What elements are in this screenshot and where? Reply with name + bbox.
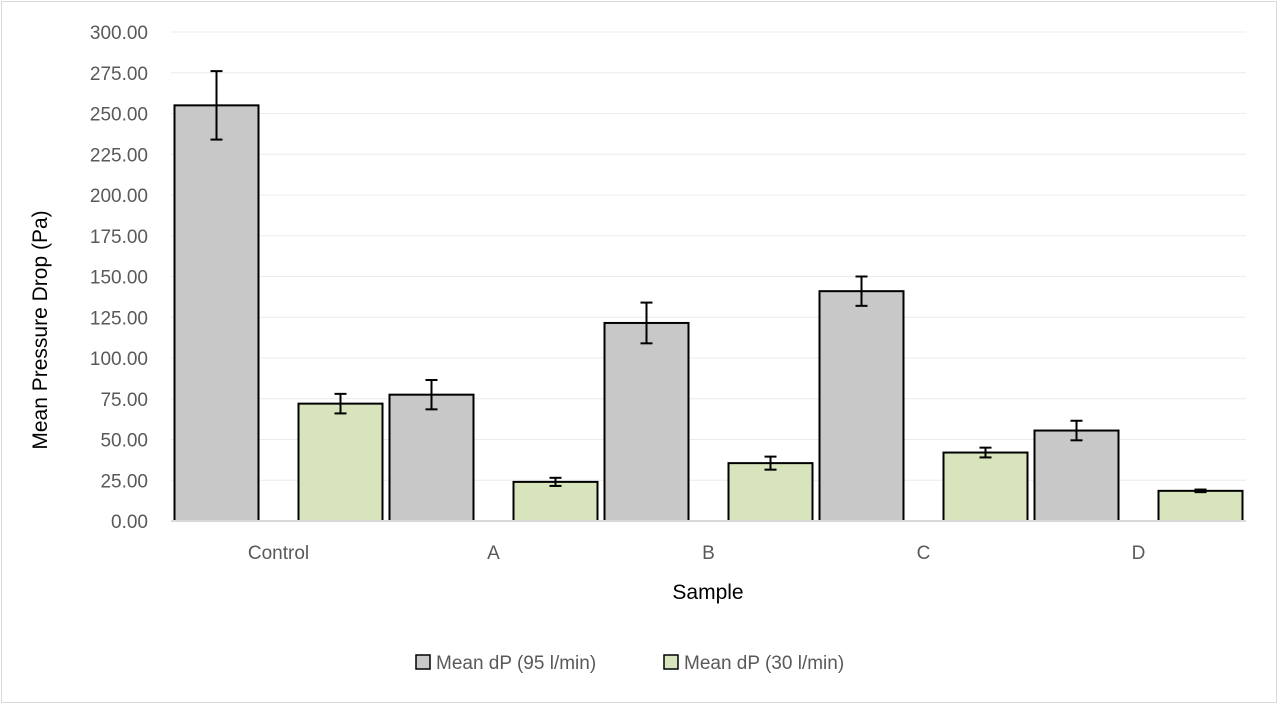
y-tick-label: 175.00 bbox=[90, 227, 148, 248]
error-bar bbox=[855, 275, 868, 307]
y-axis-title: Mean Pressure Drop (Pa) bbox=[29, 210, 52, 449]
y-tick-label: 100.00 bbox=[90, 349, 148, 370]
x-tick-label: C bbox=[917, 543, 931, 564]
y-tick-label: 200.00 bbox=[90, 186, 148, 207]
error-bar bbox=[764, 455, 777, 471]
y-tick-label: 25.00 bbox=[100, 471, 148, 492]
bar-mean-dp-95-b bbox=[603, 321, 690, 522]
error-bars bbox=[210, 70, 1207, 494]
error-bar bbox=[640, 301, 653, 345]
y-tick-label: 0.00 bbox=[111, 512, 148, 533]
x-tick-label: B bbox=[702, 543, 715, 564]
y-tick-label: 150.00 bbox=[90, 268, 148, 289]
x-axis-title: Sample bbox=[672, 581, 743, 604]
y-tick-label: 225.00 bbox=[90, 145, 148, 166]
bar-mean-dp-95-c bbox=[818, 290, 905, 523]
y-tick-label: 125.00 bbox=[90, 308, 148, 329]
x-tick-label: A bbox=[487, 543, 500, 564]
bar-mean-dp-30-a bbox=[512, 480, 599, 523]
y-tick-label: 275.00 bbox=[90, 64, 148, 85]
error-bar bbox=[210, 70, 223, 141]
bar-mean-dp-95-control bbox=[173, 104, 260, 522]
legend-label: Mean dP (95 l/min) bbox=[436, 653, 596, 674]
legend-label: Mean dP (30 l/min) bbox=[684, 653, 844, 674]
legend: Mean dP (95 l/min) Mean dP (30 l/min) bbox=[415, 653, 844, 674]
bar-mean-dp-30-d bbox=[1157, 489, 1244, 523]
y-tick-label: 300.00 bbox=[90, 23, 148, 44]
bar-mean-dp-95-d bbox=[1033, 429, 1120, 522]
x-tick-label: Control bbox=[248, 543, 309, 564]
y-tick-label: 50.00 bbox=[100, 431, 148, 452]
legend-swatch bbox=[663, 654, 679, 670]
bar-mean-dp-30-c bbox=[942, 451, 1029, 523]
error-bar bbox=[1194, 488, 1207, 494]
y-tick-label: 250.00 bbox=[90, 105, 148, 126]
bar-mean-dp-30-control bbox=[297, 402, 384, 523]
y-tick-label: 75.00 bbox=[100, 390, 148, 411]
error-bar bbox=[979, 446, 992, 459]
legend-item: Mean dP (30 l/min) bbox=[663, 653, 844, 674]
x-axis-tick-labels: Control A B C D bbox=[248, 543, 1145, 564]
error-bar bbox=[334, 392, 347, 415]
x-tick-label: D bbox=[1132, 543, 1146, 564]
legend-swatch bbox=[415, 654, 431, 670]
error-bar bbox=[425, 379, 438, 411]
error-bar bbox=[549, 476, 562, 487]
y-axis-tick-labels: 0.00 25.00 50.00 75.00 100.00 125.00 150.00 175… bbox=[90, 23, 148, 533]
error-bar bbox=[1070, 419, 1083, 442]
bars bbox=[173, 104, 1244, 523]
bar-mean-dp-95-a bbox=[388, 393, 475, 522]
bar-mean-dp-30-b bbox=[727, 462, 814, 523]
legend-item: Mean dP (95 l/min) bbox=[415, 653, 596, 674]
